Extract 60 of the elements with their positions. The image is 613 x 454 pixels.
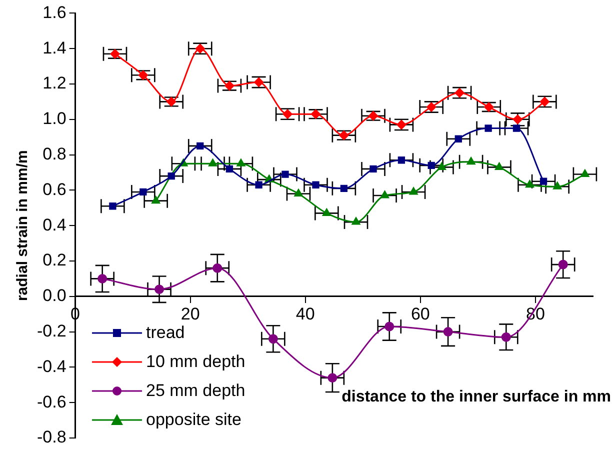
point bbox=[384, 322, 394, 332]
point bbox=[322, 208, 331, 216]
point bbox=[312, 181, 320, 188]
point bbox=[140, 188, 147, 196]
legend-label: 10 mm depth bbox=[146, 350, 246, 372]
y-tick-label: 0.0 bbox=[42, 286, 66, 306]
point bbox=[438, 162, 446, 170]
point bbox=[398, 156, 406, 164]
point bbox=[282, 170, 289, 178]
point bbox=[268, 334, 278, 344]
point bbox=[212, 263, 222, 273]
point bbox=[454, 135, 462, 142]
point bbox=[380, 190, 389, 198]
y-tick-label: 1.2 bbox=[42, 74, 66, 93]
y-tick-label: -0.4 bbox=[36, 356, 66, 376]
point bbox=[168, 172, 175, 180]
x-axis-title: distance to the inner surface in mm bbox=[342, 388, 611, 406]
point bbox=[340, 184, 348, 192]
point bbox=[294, 188, 303, 196]
point bbox=[352, 217, 360, 225]
y-axis-title: radial strain in mm/m bbox=[14, 150, 32, 302]
point bbox=[98, 274, 108, 284]
x-tick-label: 40 bbox=[296, 304, 315, 324]
point bbox=[512, 124, 520, 132]
legend-label: tread bbox=[146, 322, 185, 344]
point bbox=[109, 202, 116, 210]
point bbox=[540, 178, 548, 185]
point bbox=[208, 158, 217, 166]
point bbox=[152, 196, 160, 204]
point bbox=[466, 157, 476, 165]
point bbox=[558, 260, 568, 270]
point bbox=[484, 124, 492, 132]
point bbox=[443, 327, 453, 337]
point bbox=[226, 165, 234, 173]
legend-label: 25 mm depth bbox=[146, 380, 246, 402]
point bbox=[495, 162, 504, 170]
y-tick-label: 1.4 bbox=[42, 38, 66, 58]
y-tick-label: -0.8 bbox=[36, 428, 66, 447]
y-tick-label: 1.0 bbox=[42, 109, 66, 128]
point bbox=[328, 373, 338, 383]
point bbox=[236, 158, 246, 166]
legend-label: opposite site bbox=[146, 408, 242, 430]
y-tick-label: 0.4 bbox=[42, 215, 66, 234]
y-tick-label: -0.2 bbox=[36, 321, 66, 340]
y-tick-label: 0.8 bbox=[42, 144, 66, 164]
point bbox=[501, 332, 511, 342]
y-tick-label: 0.2 bbox=[42, 250, 66, 270]
x-tick-label: 20 bbox=[180, 304, 200, 324]
point bbox=[428, 162, 435, 169]
point bbox=[196, 142, 204, 150]
point bbox=[370, 165, 377, 173]
point bbox=[553, 182, 562, 190]
point bbox=[409, 187, 418, 195]
y-tick-label: 0.6 bbox=[42, 180, 66, 199]
y-tick-label: -0.6 bbox=[36, 392, 66, 412]
x-tick-label: 60 bbox=[410, 304, 430, 324]
point bbox=[526, 180, 534, 188]
point bbox=[255, 181, 262, 188]
point bbox=[580, 170, 590, 178]
y-tick-label: 1.6 bbox=[42, 2, 66, 22]
